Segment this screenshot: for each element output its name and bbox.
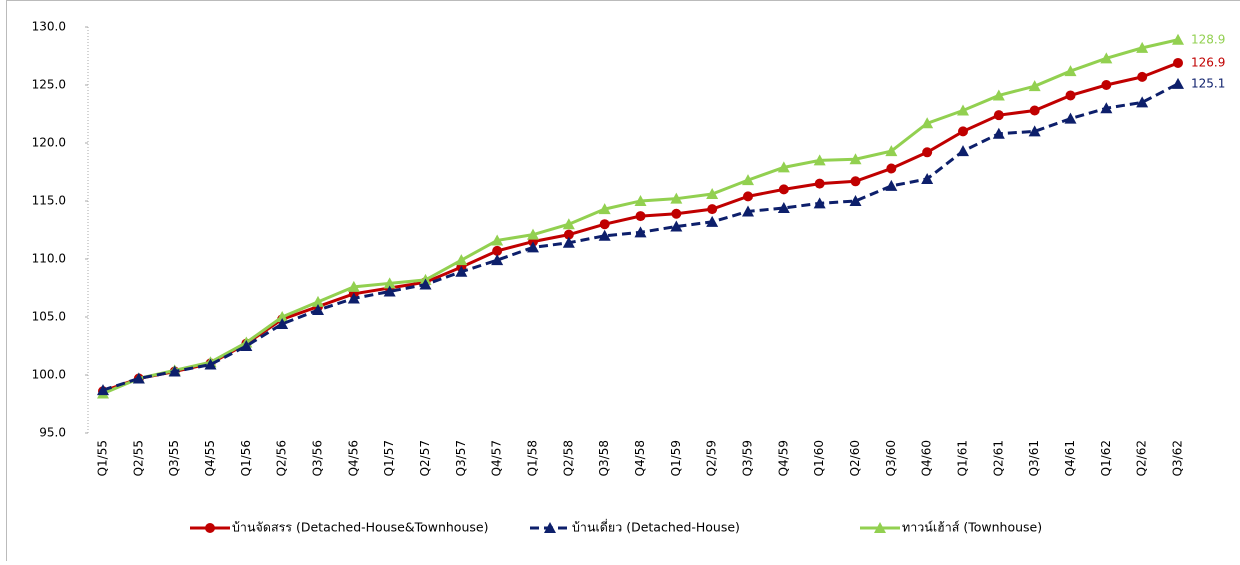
point bbox=[743, 191, 753, 201]
x-tick-label: Q1/61 bbox=[956, 440, 970, 476]
x-tick-label: Q4/55 bbox=[203, 440, 217, 476]
point bbox=[1173, 58, 1183, 68]
x-tick-label: Q1/56 bbox=[239, 440, 253, 476]
x-tick-label: Q4/61 bbox=[1063, 440, 1077, 476]
y-tick-label: 115.0 bbox=[32, 194, 66, 208]
point bbox=[922, 147, 932, 157]
legend-label: บ้านจัดสรร (Detached-House&Townhouse) bbox=[232, 520, 488, 535]
x-tick-label: Q3/58 bbox=[597, 440, 611, 476]
y-tick-label: 110.0 bbox=[32, 252, 66, 266]
x-tick-label: Q3/57 bbox=[454, 440, 468, 476]
point bbox=[994, 110, 1004, 120]
point bbox=[636, 211, 646, 221]
x-tick-label: Q1/59 bbox=[669, 440, 683, 476]
x-tick-label: Q3/55 bbox=[167, 440, 181, 476]
point bbox=[707, 204, 717, 214]
x-tick-label: Q1/60 bbox=[812, 440, 826, 476]
x-tick-label: Q2/58 bbox=[561, 440, 575, 476]
point bbox=[1137, 72, 1147, 82]
point bbox=[921, 173, 933, 184]
y-tick-label: 105.0 bbox=[32, 310, 66, 324]
point bbox=[671, 209, 681, 219]
x-tick-label: Q3/61 bbox=[1027, 440, 1041, 476]
x-tick-label: Q3/60 bbox=[884, 440, 898, 476]
point bbox=[851, 176, 861, 186]
y-tick-label: 100.0 bbox=[32, 368, 66, 382]
end-label: 128.9 bbox=[1191, 32, 1225, 46]
point bbox=[886, 164, 896, 174]
y-tick-label: 125.0 bbox=[32, 78, 66, 92]
x-tick-label: Q2/59 bbox=[705, 440, 719, 476]
x-tick-label: Q2/57 bbox=[418, 440, 432, 476]
point bbox=[600, 219, 610, 229]
x-tick-label: Q2/56 bbox=[275, 440, 289, 476]
point bbox=[1030, 106, 1040, 116]
x-tick-label: Q3/56 bbox=[311, 440, 325, 476]
y-tick-label: 95.0 bbox=[39, 426, 66, 440]
x-tick-label: Q4/58 bbox=[633, 440, 647, 476]
x-tick-label: Q1/57 bbox=[382, 440, 396, 476]
x-tick-label: Q2/60 bbox=[848, 440, 862, 476]
end-label: 126.9 bbox=[1191, 55, 1225, 69]
end-label: 125.1 bbox=[1191, 76, 1225, 90]
point bbox=[993, 128, 1005, 139]
chart-border bbox=[7, 1, 1240, 562]
x-tick-label: Q4/57 bbox=[490, 440, 504, 476]
legend-marker bbox=[205, 523, 215, 533]
point bbox=[1065, 113, 1077, 124]
x-tick-label: Q4/59 bbox=[776, 440, 790, 476]
y-tick-label: 130.0 bbox=[32, 20, 66, 34]
x-tick-label: Q4/56 bbox=[346, 440, 360, 476]
point bbox=[1066, 90, 1076, 100]
point bbox=[957, 145, 969, 156]
x-tick-label: Q1/58 bbox=[526, 440, 540, 476]
x-tick-label: Q3/59 bbox=[741, 440, 755, 476]
y-tick-label: 120.0 bbox=[32, 136, 66, 150]
x-tick-label: Q4/60 bbox=[920, 440, 934, 476]
x-tick-label: Q2/55 bbox=[131, 440, 145, 476]
point bbox=[1101, 80, 1111, 90]
x-tick-label: Q1/55 bbox=[96, 440, 110, 476]
x-tick-label: Q2/62 bbox=[1135, 440, 1149, 476]
x-tick-label: Q3/62 bbox=[1171, 440, 1185, 476]
legend-label: บ้านเดี่ยว (Detached-House) bbox=[572, 519, 740, 535]
x-tick-label: Q2/61 bbox=[991, 440, 1005, 476]
point bbox=[958, 126, 968, 136]
point bbox=[779, 184, 789, 194]
x-tick-label: Q1/62 bbox=[1099, 440, 1113, 476]
point bbox=[815, 179, 825, 189]
point bbox=[455, 254, 467, 265]
legend-label: ทาวน์เฮ้าส์ (Townhouse) bbox=[902, 520, 1042, 535]
point bbox=[885, 180, 897, 191]
point bbox=[1172, 78, 1184, 89]
